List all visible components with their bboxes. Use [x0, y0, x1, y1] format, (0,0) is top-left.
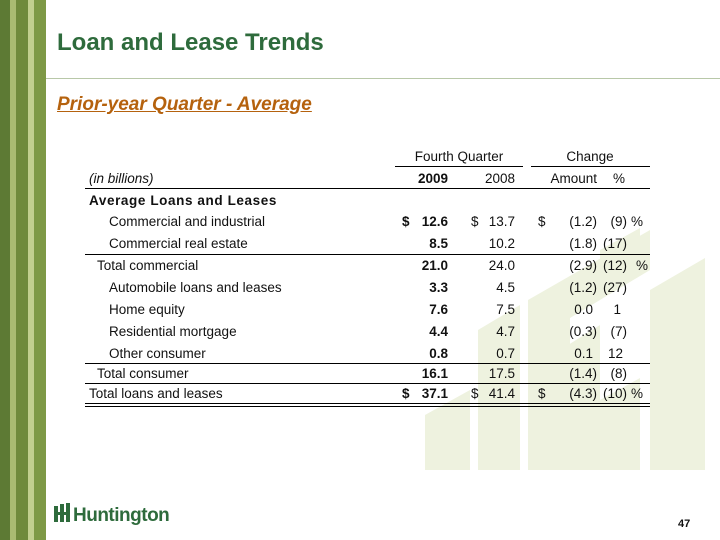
dollar-amount: $ [538, 386, 546, 401]
change-percent: (27) [602, 280, 627, 295]
dollar-amount: $ [538, 214, 546, 229]
value-2009: 7.6 [429, 302, 448, 317]
row-label: Total commercial [97, 258, 199, 273]
fourth-quarter-header: Fourth Quarter [414, 149, 504, 164]
fourth-quarter-underline [395, 166, 523, 167]
row-label: Commercial real estate [109, 236, 248, 251]
change-amount: (2.9) [569, 258, 597, 273]
dollar-2009: $ [402, 386, 410, 401]
change-header: Change [566, 149, 614, 164]
value-2008: 41.4 [488, 386, 515, 401]
decorative-stripes [0, 0, 46, 540]
page-subtitle: Prior-year Quarter - Average [57, 94, 312, 115]
value-2009: 0.8 [429, 346, 448, 361]
dollar-2008: $ [471, 214, 479, 229]
row-divider [85, 383, 650, 384]
value-2008: 24.0 [488, 258, 515, 273]
value-2009: 12.6 [421, 214, 448, 229]
change-underline [531, 166, 650, 167]
value-2008: 4.5 [496, 280, 515, 295]
row-label: Home equity [109, 302, 185, 317]
change-percent: (17) [602, 236, 627, 251]
row-divider [85, 363, 650, 364]
value-2008: 17.5 [488, 366, 515, 381]
value-2008: 10.2 [488, 236, 515, 251]
percent-sign: % [636, 258, 649, 273]
row-label: Other consumer [109, 346, 206, 361]
percent-sign: % [631, 214, 644, 229]
huntington-logo-text: Huntington [73, 505, 170, 526]
row-label: Automobile loans and leases [109, 280, 282, 295]
change-amount: (1.2) [569, 214, 597, 229]
value-2009: 37.1 [421, 386, 448, 401]
row-label: Total loans and leases [89, 386, 223, 401]
value-2008: 4.7 [496, 324, 515, 339]
page-title: Loan and Lease Trends [57, 29, 324, 56]
change-amount: (1.8) [569, 236, 597, 251]
change-percent: (8) [610, 366, 628, 381]
title-divider [46, 78, 720, 79]
change-amount: (4.3) [569, 386, 597, 401]
change-percent: (7) [610, 324, 628, 339]
page-number: 47 [678, 518, 691, 530]
change-amount: (1.4) [569, 366, 597, 381]
value-2008: 7.5 [496, 302, 515, 317]
column-header-percent: % [613, 171, 626, 186]
dollar-2008: $ [471, 386, 479, 401]
section-label: Average Loans and Leases [89, 193, 277, 208]
dollar-2009: $ [402, 214, 410, 229]
change-percent: (9) [610, 214, 628, 229]
value-2008: 13.7 [488, 214, 515, 229]
huntington-logo-icon [54, 503, 70, 522]
column-header-2009: 2009 [417, 171, 448, 186]
row-label: Residential mortgage [109, 324, 237, 339]
value-2009: 4.4 [429, 324, 448, 339]
change-percent: 1 [613, 302, 621, 317]
value-2008: 0.7 [496, 346, 515, 361]
change-percent: (12) [602, 258, 627, 273]
row-divider [85, 254, 650, 255]
change-percent: (10) [602, 386, 627, 401]
change-amount: (1.2) [569, 280, 597, 295]
value-2009: 16.1 [421, 366, 448, 381]
column-header-2008: 2008 [484, 171, 515, 186]
table-bottom-rule-2 [85, 406, 650, 407]
value-2009: 8.5 [429, 236, 448, 251]
column-header-amount: Amount [550, 171, 597, 186]
change-amount: (0.3) [569, 324, 597, 339]
value-2009: 3.3 [429, 280, 448, 295]
change-amount: 0.1 [574, 346, 593, 361]
header-underline [85, 188, 650, 189]
change-percent: 12 [607, 346, 623, 361]
value-2009: 21.0 [421, 258, 448, 273]
table-bottom-rule-1 [85, 403, 650, 404]
unit-label: (in billions) [89, 171, 154, 186]
percent-sign: % [631, 386, 644, 401]
row-label: Total consumer [97, 366, 189, 381]
change-amount: 0.0 [574, 302, 593, 317]
row-label: Commercial and industrial [109, 214, 266, 229]
